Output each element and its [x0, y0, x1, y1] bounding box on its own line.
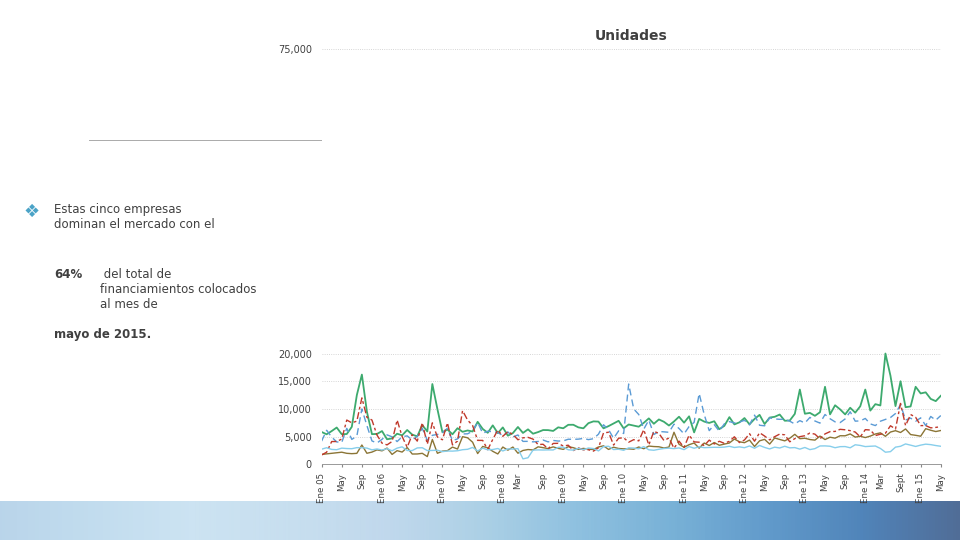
NK Finance Mexico — [321, 431, 332, 437]
BBVA Bancomer — [356, 406, 368, 412]
Volkswagen financial Services — [679, 444, 690, 450]
Text: ❖: ❖ — [24, 203, 39, 221]
GM Financial — [316, 452, 327, 458]
Line: Banorte: Banorte — [322, 444, 941, 459]
GM Financial — [437, 436, 448, 443]
Banorte — [497, 448, 509, 454]
Line: Volkswagen financial Services: Volkswagen financial Services — [322, 429, 941, 457]
NK Finance Mexico — [356, 372, 368, 378]
NK Finance Mexico — [935, 393, 947, 399]
Banorte — [517, 456, 529, 462]
BBVA Bancomer — [592, 431, 604, 437]
Volkswagen financial Services — [437, 448, 448, 454]
BBVA Bancomer — [437, 429, 448, 436]
BBVA Bancomer — [321, 427, 332, 434]
Volkswagen financial Services — [920, 426, 931, 432]
Volkswagen financial Services — [316, 451, 327, 458]
NK Finance Mexico — [316, 429, 327, 435]
Volkswagen financial Services — [592, 444, 604, 450]
Volkswagen financial Services — [935, 427, 947, 434]
NK Finance Mexico — [502, 433, 514, 439]
GM Financial — [321, 449, 332, 455]
Line: NK Finance Mexico: NK Finance Mexico — [322, 354, 941, 439]
BBVA Bancomer — [623, 381, 635, 387]
Banorte — [432, 447, 444, 454]
Line: GM Financial: GM Financial — [322, 398, 941, 455]
GM Financial — [935, 423, 947, 430]
GM Financial — [356, 395, 368, 401]
Volkswagen financial Services — [321, 450, 332, 457]
Text: del total de
financiamientos colocados
al mes de: del total de financiamientos colocados a… — [100, 268, 256, 311]
BBVA Bancomer — [935, 413, 947, 419]
Title: Unidades: Unidades — [595, 29, 667, 43]
Text: Estas cinco empresas
dominan el mercado con el: Estas cinco empresas dominan el mercado … — [54, 203, 215, 231]
Banorte — [356, 444, 368, 451]
NK Finance Mexico — [437, 429, 448, 435]
BBVA Bancomer — [316, 438, 327, 444]
GM Financial — [361, 414, 372, 421]
Banorte — [900, 441, 911, 447]
GM Financial — [592, 444, 604, 451]
NK Finance Mexico — [592, 418, 604, 425]
Banorte — [592, 448, 604, 454]
Banorte — [935, 443, 947, 449]
Text: 64%: 64% — [54, 268, 83, 281]
Line: BBVA Bancomer: BBVA Bancomer — [322, 384, 941, 443]
Volkswagen financial Services — [356, 442, 368, 448]
Banorte — [679, 447, 690, 453]
NK Finance Mexico — [879, 350, 891, 357]
BBVA Bancomer — [372, 440, 383, 446]
Banorte — [316, 446, 327, 453]
NK Finance Mexico — [679, 420, 690, 426]
BBVA Bancomer — [684, 423, 695, 430]
Banorte — [321, 444, 332, 451]
GM Financial — [679, 444, 690, 451]
Volkswagen financial Services — [421, 454, 433, 460]
Volkswagen financial Services — [502, 447, 514, 454]
GM Financial — [502, 428, 514, 435]
BBVA Bancomer — [502, 429, 514, 435]
Text: mayo de 2015.: mayo de 2015. — [54, 328, 151, 341]
NK Finance Mexico — [381, 436, 393, 442]
